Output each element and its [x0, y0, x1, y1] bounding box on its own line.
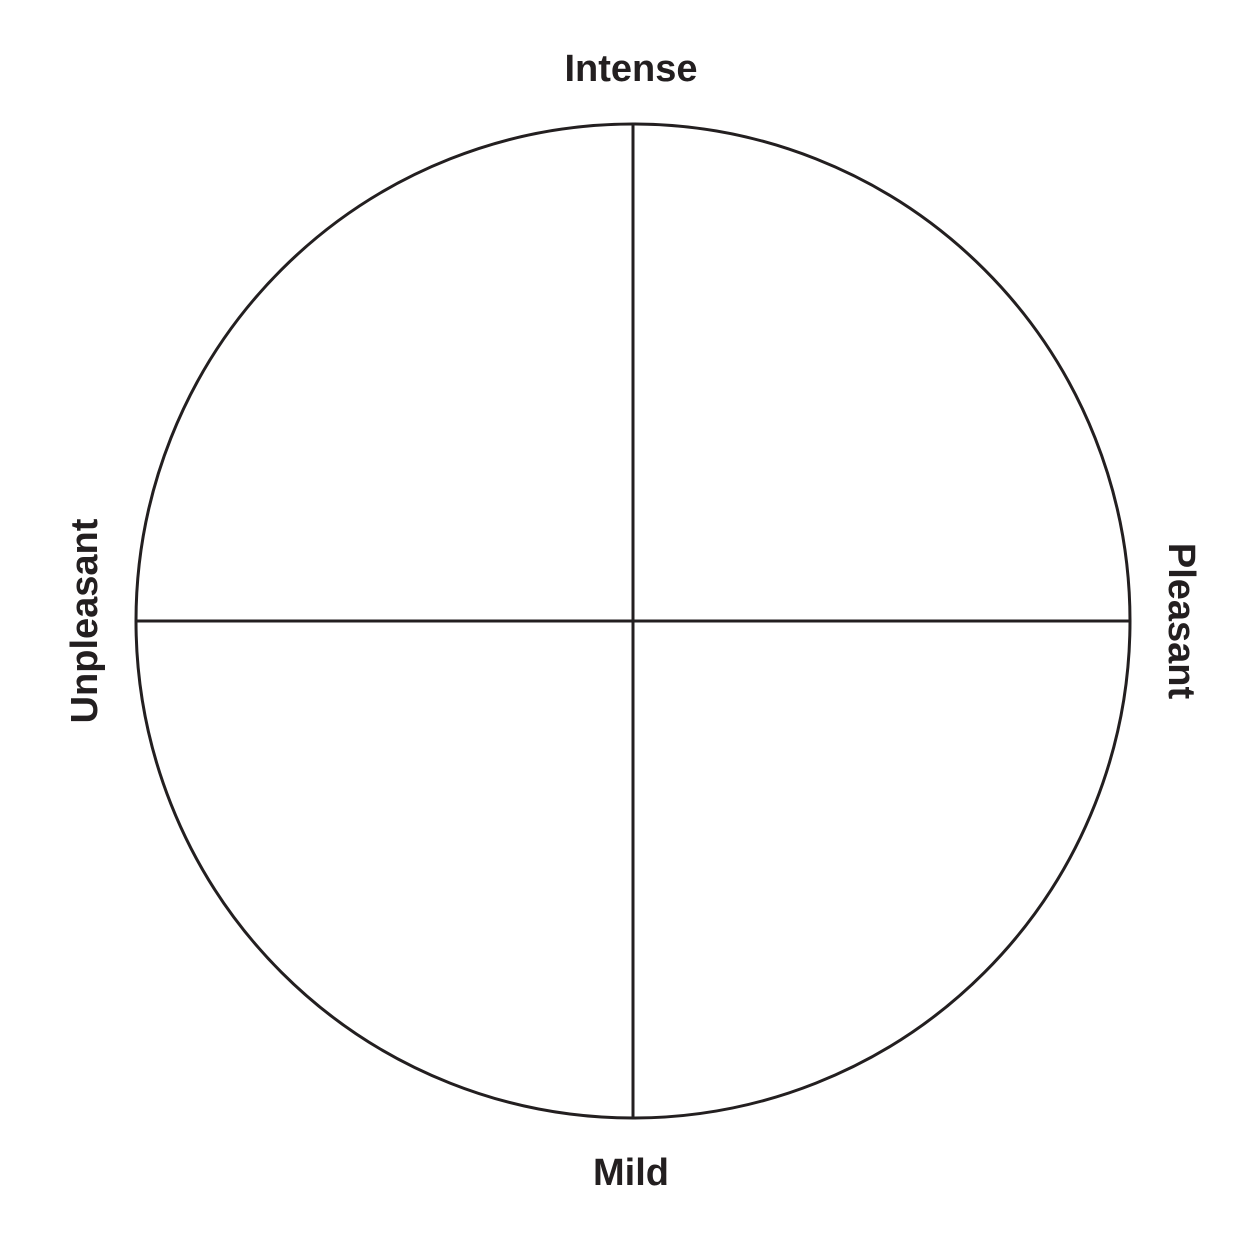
label-intense: Intense [564, 48, 697, 90]
label-unpleasant: Unpleasant [64, 518, 106, 723]
label-mild: Mild [593, 1152, 669, 1194]
label-pleasant: Pleasant [1160, 543, 1202, 700]
